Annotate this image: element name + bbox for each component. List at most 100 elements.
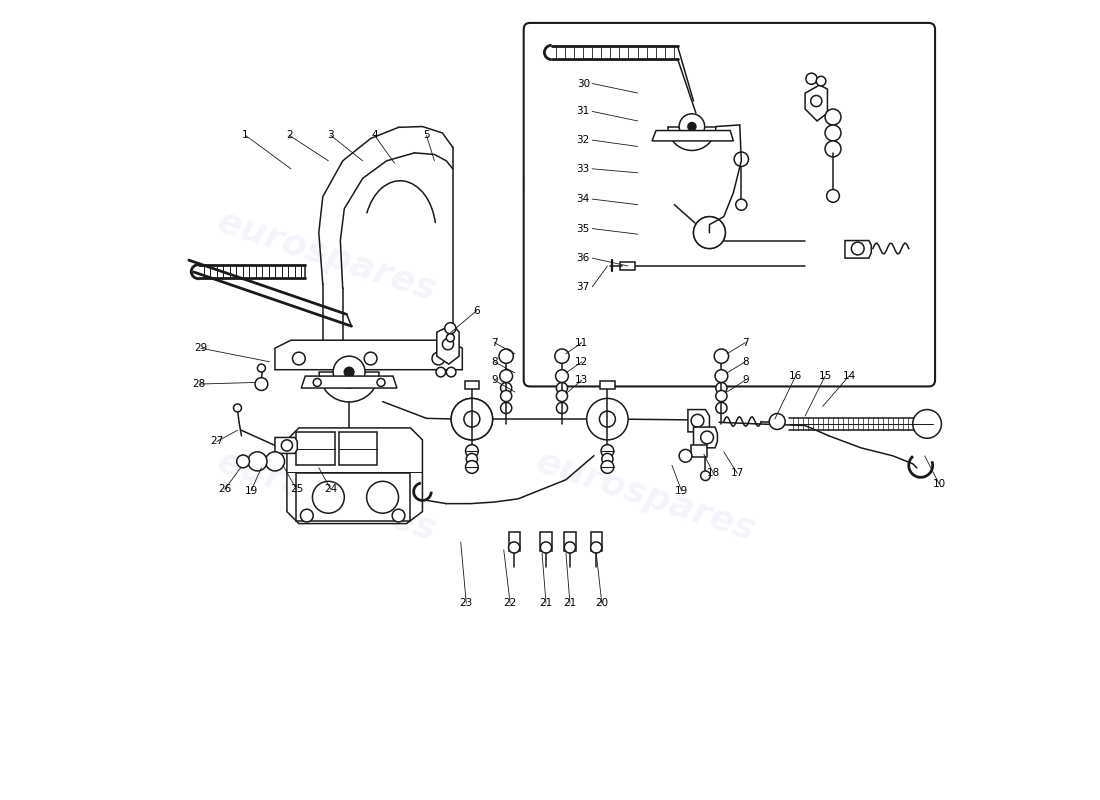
Circle shape — [688, 122, 696, 130]
Polygon shape — [297, 432, 334, 466]
Text: 20: 20 — [595, 598, 608, 608]
Circle shape — [913, 410, 942, 438]
Circle shape — [465, 445, 478, 458]
Text: 8: 8 — [742, 357, 749, 366]
Text: eurospares: eurospares — [212, 205, 441, 308]
Polygon shape — [287, 428, 422, 523]
Circle shape — [447, 367, 455, 377]
Text: 27: 27 — [210, 437, 223, 446]
Circle shape — [451, 398, 493, 440]
Text: eurospares: eurospares — [531, 444, 760, 547]
Text: 9: 9 — [742, 375, 749, 385]
Text: 19: 19 — [244, 486, 257, 496]
Circle shape — [714, 349, 728, 363]
Circle shape — [564, 542, 575, 553]
Circle shape — [734, 152, 748, 166]
Text: eurospares: eurospares — [212, 444, 441, 547]
Circle shape — [600, 411, 615, 427]
Text: 6: 6 — [473, 306, 480, 316]
Circle shape — [691, 414, 704, 427]
Circle shape — [693, 217, 725, 249]
Text: 30: 30 — [576, 78, 590, 89]
Circle shape — [554, 349, 569, 363]
Text: 26: 26 — [218, 484, 231, 494]
Circle shape — [704, 227, 715, 238]
FancyBboxPatch shape — [524, 23, 935, 386]
Circle shape — [679, 114, 705, 139]
Circle shape — [601, 461, 614, 474]
Circle shape — [806, 73, 817, 84]
Text: 35: 35 — [576, 223, 590, 234]
Text: 18: 18 — [707, 468, 721, 478]
Circle shape — [602, 454, 613, 465]
Circle shape — [377, 378, 385, 386]
Circle shape — [557, 390, 568, 402]
Circle shape — [736, 199, 747, 210]
Text: 16: 16 — [789, 371, 802, 381]
Text: 17: 17 — [730, 468, 744, 478]
Circle shape — [282, 440, 293, 451]
Circle shape — [333, 356, 365, 388]
Circle shape — [444, 322, 455, 334]
Text: 25: 25 — [290, 484, 304, 494]
Text: 21: 21 — [563, 598, 576, 608]
Circle shape — [312, 482, 344, 514]
Circle shape — [557, 382, 568, 394]
Text: 36: 36 — [576, 253, 590, 263]
Circle shape — [826, 190, 839, 202]
Circle shape — [499, 349, 514, 363]
Text: 1: 1 — [242, 130, 249, 140]
Circle shape — [701, 471, 711, 481]
Circle shape — [500, 382, 512, 394]
Polygon shape — [805, 85, 827, 121]
Text: 22: 22 — [504, 598, 517, 608]
Circle shape — [499, 370, 513, 382]
Circle shape — [716, 390, 727, 402]
Circle shape — [693, 217, 725, 249]
Circle shape — [715, 370, 728, 382]
Text: 9: 9 — [491, 375, 497, 385]
Text: 8: 8 — [491, 357, 497, 366]
Circle shape — [508, 542, 519, 553]
Bar — [691, 446, 707, 458]
Circle shape — [451, 398, 493, 440]
Text: 37: 37 — [576, 282, 590, 292]
Text: 12: 12 — [575, 357, 589, 366]
Circle shape — [300, 510, 313, 522]
Polygon shape — [693, 427, 717, 448]
Text: 7: 7 — [742, 338, 749, 347]
Text: 32: 32 — [576, 135, 590, 145]
Text: 31: 31 — [576, 106, 590, 117]
Polygon shape — [688, 410, 710, 432]
Text: 28: 28 — [192, 379, 206, 389]
Circle shape — [442, 338, 453, 350]
Circle shape — [366, 482, 398, 514]
Circle shape — [679, 450, 692, 462]
Circle shape — [716, 382, 727, 394]
Bar — [564, 531, 575, 551]
Circle shape — [464, 411, 480, 427]
Circle shape — [257, 364, 265, 372]
Text: 23: 23 — [460, 598, 473, 608]
Polygon shape — [339, 432, 377, 466]
Circle shape — [701, 431, 714, 444]
Circle shape — [825, 125, 842, 141]
Circle shape — [447, 334, 454, 342]
Circle shape — [293, 352, 306, 365]
Polygon shape — [601, 381, 615, 389]
Text: 5: 5 — [424, 130, 430, 140]
Bar — [620, 262, 635, 270]
Circle shape — [811, 95, 822, 106]
Text: 3: 3 — [328, 130, 334, 140]
Circle shape — [591, 542, 602, 553]
Circle shape — [500, 402, 512, 414]
Circle shape — [769, 414, 785, 430]
Circle shape — [265, 452, 285, 471]
Circle shape — [716, 402, 727, 414]
Text: 33: 33 — [576, 164, 590, 174]
Text: 7: 7 — [491, 338, 497, 347]
Polygon shape — [301, 376, 397, 388]
Circle shape — [556, 370, 569, 382]
Bar — [508, 531, 519, 551]
Circle shape — [248, 452, 267, 471]
